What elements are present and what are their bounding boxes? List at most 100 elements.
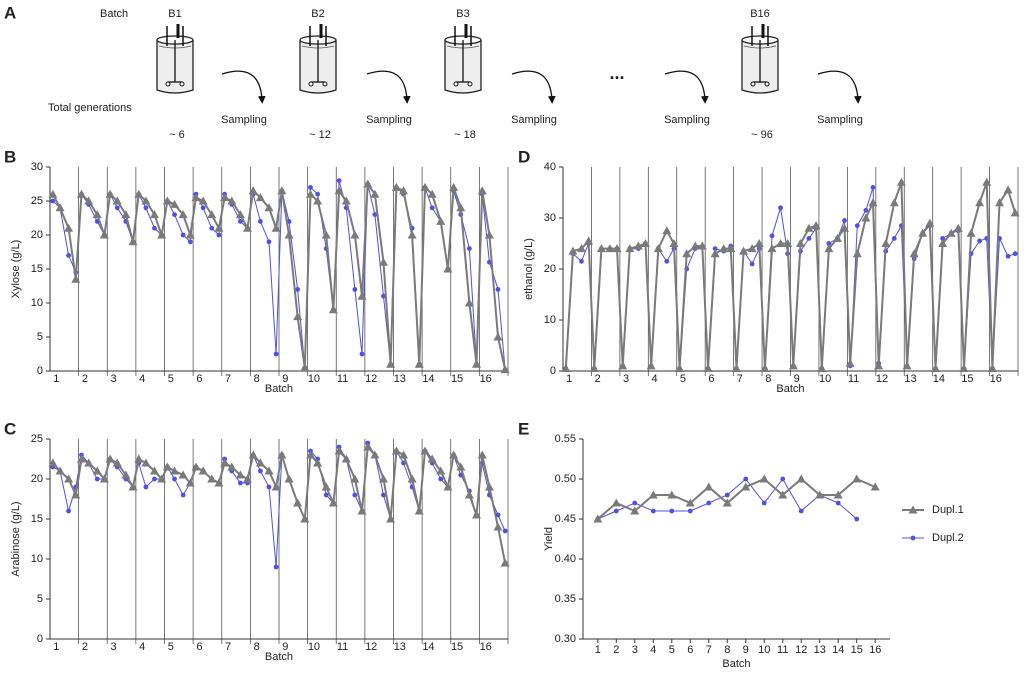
point bbox=[328, 498, 338, 507]
legend-label: Dupl.2 bbox=[932, 532, 964, 544]
x-tick-label: 2 bbox=[613, 644, 619, 656]
point bbox=[778, 205, 783, 211]
point bbox=[493, 332, 503, 341]
point bbox=[612, 244, 622, 253]
point bbox=[207, 210, 217, 219]
point bbox=[235, 470, 245, 479]
point bbox=[214, 478, 224, 487]
y-tick-label: 0.35 bbox=[555, 593, 576, 605]
legend-marker bbox=[908, 505, 918, 514]
y-tick-label: 0.45 bbox=[555, 513, 576, 525]
point bbox=[940, 236, 946, 241]
point bbox=[682, 249, 692, 258]
point bbox=[114, 205, 120, 211]
point bbox=[341, 454, 351, 463]
point bbox=[835, 500, 841, 506]
x-tick-label: 8 bbox=[724, 644, 730, 656]
point bbox=[776, 239, 786, 247]
point bbox=[237, 219, 243, 224]
point bbox=[334, 186, 344, 195]
point bbox=[227, 196, 237, 205]
point bbox=[321, 482, 331, 491]
point bbox=[845, 358, 855, 367]
panel-letter: A bbox=[4, 3, 16, 22]
x-tick-label: 4 bbox=[139, 373, 145, 385]
point bbox=[399, 186, 409, 195]
x-tick-label: 9 bbox=[794, 373, 800, 385]
point bbox=[305, 189, 315, 198]
point bbox=[328, 305, 338, 314]
point bbox=[112, 196, 122, 205]
x-tick-label: 14 bbox=[832, 644, 844, 656]
bioreactor bbox=[298, 22, 338, 95]
x-tick-label: 6 bbox=[687, 644, 693, 656]
series-line bbox=[52, 441, 506, 568]
point bbox=[427, 454, 437, 463]
point bbox=[350, 474, 360, 483]
point bbox=[1010, 208, 1020, 217]
point bbox=[248, 186, 258, 195]
x-tick-label: 15 bbox=[961, 373, 973, 385]
point bbox=[739, 246, 749, 255]
x-tick-label: 11 bbox=[848, 373, 859, 385]
point bbox=[889, 198, 899, 207]
point bbox=[105, 454, 115, 463]
point bbox=[761, 500, 767, 506]
x-tick-label: 16 bbox=[990, 373, 1002, 385]
point bbox=[255, 458, 265, 467]
generations: ~ 6 bbox=[169, 129, 185, 141]
point bbox=[685, 498, 695, 507]
point bbox=[76, 454, 86, 463]
bioreactor bbox=[155, 22, 195, 95]
point bbox=[399, 450, 409, 459]
point bbox=[121, 210, 131, 219]
point bbox=[975, 198, 985, 207]
y-tick-label: 0 bbox=[37, 633, 43, 645]
point bbox=[500, 558, 510, 567]
point bbox=[832, 233, 842, 242]
point bbox=[826, 241, 832, 246]
y-tick-label: 20 bbox=[544, 263, 556, 275]
point bbox=[868, 198, 878, 207]
y-tick-label: 10 bbox=[31, 553, 43, 565]
point bbox=[780, 476, 786, 482]
point bbox=[706, 500, 712, 506]
batch-name: B2 bbox=[311, 8, 324, 20]
point bbox=[352, 492, 358, 498]
point bbox=[703, 363, 713, 372]
y-axis-label: Arabinose (g/L) bbox=[10, 501, 22, 576]
point bbox=[852, 474, 862, 483]
point bbox=[938, 239, 948, 247]
point bbox=[112, 458, 122, 467]
point bbox=[284, 474, 294, 483]
point bbox=[852, 249, 862, 258]
point bbox=[749, 261, 755, 267]
point bbox=[227, 462, 237, 471]
point bbox=[731, 363, 741, 372]
point bbox=[931, 363, 941, 372]
point bbox=[466, 246, 472, 252]
point bbox=[796, 474, 806, 483]
x-tick-label: 5 bbox=[680, 373, 686, 385]
x-tick-label: 13 bbox=[904, 373, 916, 385]
point bbox=[414, 359, 424, 368]
point bbox=[308, 185, 313, 190]
point bbox=[313, 458, 323, 467]
point bbox=[378, 257, 388, 266]
point bbox=[200, 205, 206, 211]
point bbox=[1012, 251, 1018, 257]
point bbox=[277, 186, 287, 195]
x-tick-label: 4 bbox=[650, 644, 656, 656]
point bbox=[50, 198, 56, 204]
point bbox=[157, 230, 167, 239]
point bbox=[896, 177, 906, 186]
point bbox=[854, 516, 860, 522]
point bbox=[64, 223, 74, 232]
point bbox=[191, 462, 201, 471]
point bbox=[350, 230, 360, 239]
x-tick-label: 6 bbox=[708, 373, 714, 385]
point bbox=[293, 498, 303, 507]
series-line bbox=[597, 477, 876, 520]
point bbox=[149, 210, 159, 219]
point bbox=[443, 264, 453, 273]
